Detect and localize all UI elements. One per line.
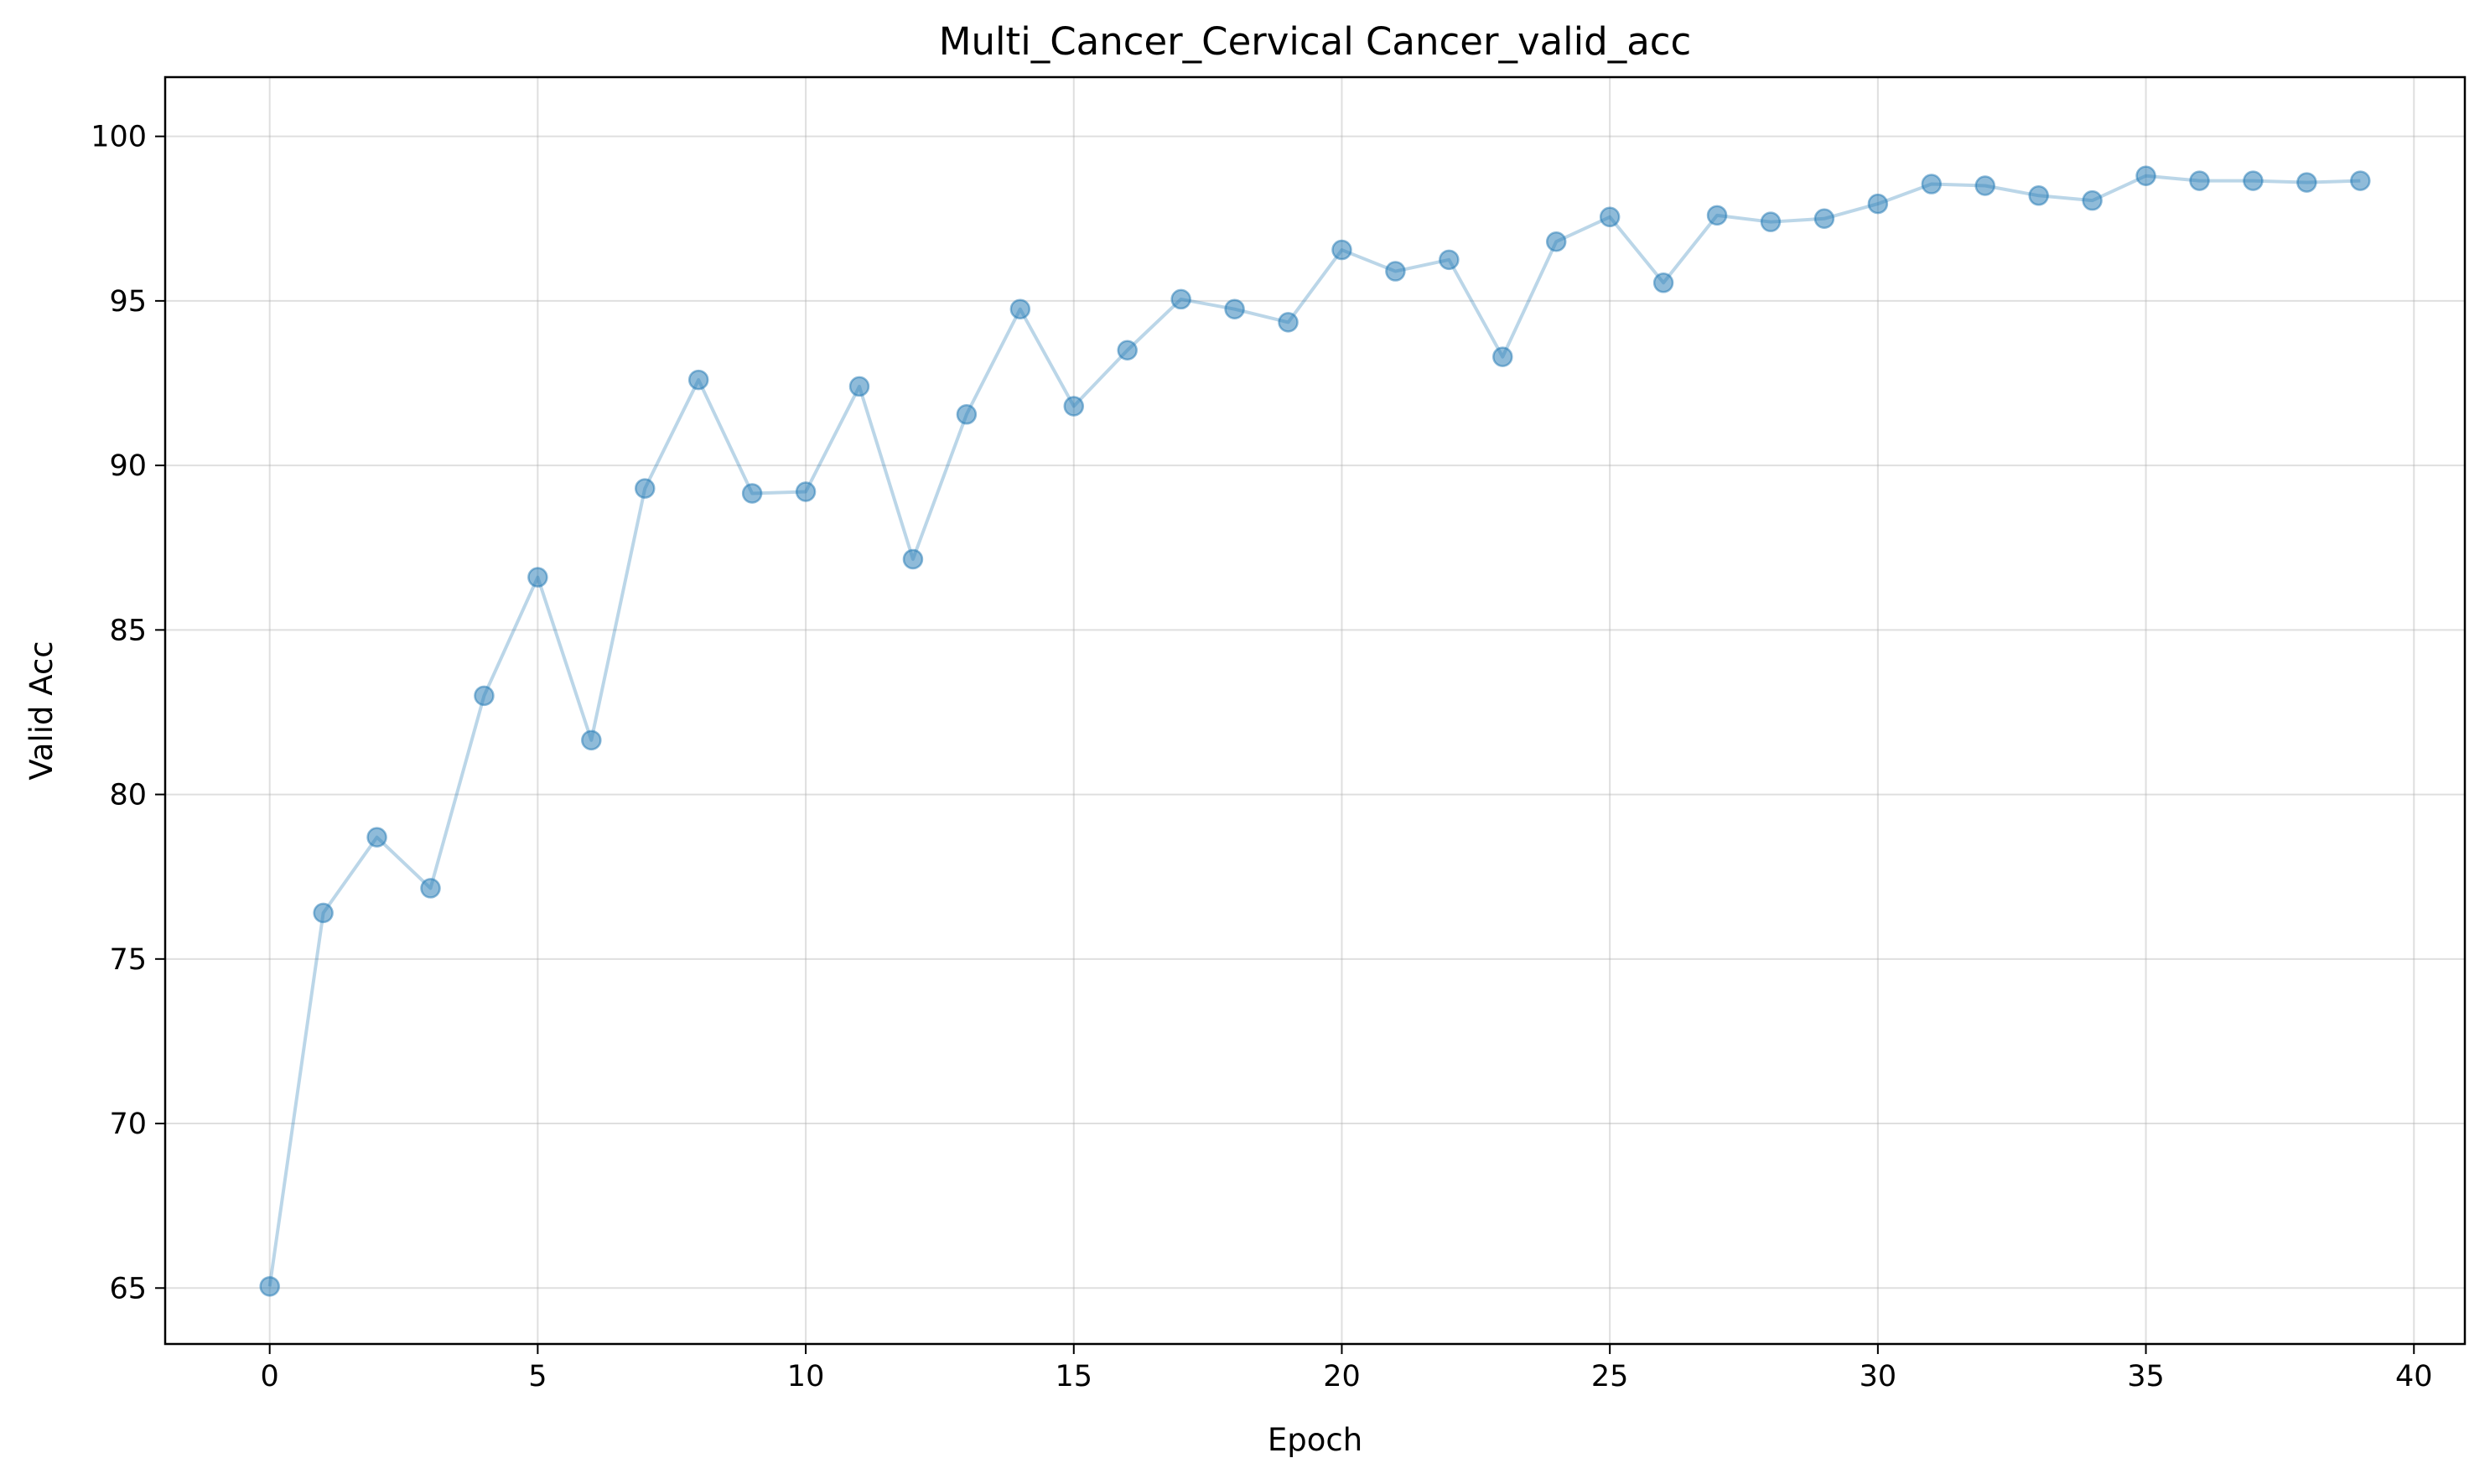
data-point bbox=[1331, 239, 1352, 261]
data-point bbox=[1439, 249, 1460, 271]
data-point bbox=[1974, 175, 1995, 196]
x-axis-label: Epoch bbox=[1268, 1422, 1362, 1458]
data-point bbox=[902, 548, 924, 570]
data-point bbox=[1170, 288, 1191, 310]
y-axis-label: Valid Acc bbox=[23, 641, 60, 780]
data-point bbox=[1224, 298, 1245, 319]
data-point bbox=[581, 729, 602, 751]
data-point bbox=[1921, 174, 1943, 195]
data-point bbox=[2082, 189, 2103, 211]
x-tick-label: 5 bbox=[528, 1360, 547, 1393]
data-point bbox=[2350, 170, 2371, 191]
data-point bbox=[1706, 205, 1728, 226]
data-point bbox=[2135, 165, 2156, 186]
x-tick-label: 35 bbox=[2127, 1360, 2165, 1393]
data-point bbox=[1063, 396, 1085, 417]
data-point bbox=[527, 567, 548, 588]
x-tick-label: 10 bbox=[787, 1360, 825, 1393]
y-tick-label: 80 bbox=[109, 779, 147, 812]
data-point bbox=[1652, 272, 1674, 293]
x-tick-label: 30 bbox=[1860, 1360, 1897, 1393]
x-tick-label: 25 bbox=[1591, 1360, 1629, 1393]
data-point bbox=[2189, 170, 2210, 191]
series-line bbox=[267, 174, 2361, 1287]
data-point bbox=[313, 902, 334, 924]
data-point bbox=[1117, 340, 1138, 361]
y-tick-label: 100 bbox=[91, 121, 147, 154]
y-tick-label: 90 bbox=[109, 449, 147, 483]
data-point bbox=[420, 878, 441, 899]
series-line-group bbox=[267, 174, 2361, 1287]
data-point bbox=[1545, 231, 1567, 252]
x-tick-label: 15 bbox=[1055, 1360, 1092, 1393]
y-tick-label: 95 bbox=[109, 285, 147, 319]
data-point bbox=[687, 369, 709, 391]
y-tick-label: 70 bbox=[109, 1108, 147, 1141]
data-point bbox=[1867, 193, 1889, 215]
data-point bbox=[2243, 170, 2264, 191]
data-point bbox=[741, 483, 763, 504]
data-point bbox=[2028, 185, 2049, 206]
data-point bbox=[795, 481, 817, 502]
data-point bbox=[366, 827, 387, 848]
data-point bbox=[635, 478, 656, 499]
y-tick-label: 85 bbox=[109, 614, 147, 647]
data-point bbox=[1278, 312, 1299, 333]
data-point bbox=[848, 376, 870, 397]
y-axis-ticks: 65 70 75 80 85 90 95 100 bbox=[91, 121, 165, 1305]
data-point bbox=[474, 685, 495, 707]
grid bbox=[165, 77, 2465, 1344]
data-point bbox=[1492, 346, 1513, 367]
plot-frame bbox=[163, 75, 2467, 1346]
data-point bbox=[956, 404, 978, 425]
y-tick-label: 65 bbox=[109, 1272, 147, 1305]
data-point bbox=[1599, 206, 1621, 228]
y-tick-label: 75 bbox=[109, 943, 147, 977]
x-tick-label: 0 bbox=[261, 1360, 279, 1393]
data-point bbox=[1009, 298, 1031, 319]
x-tick-label: 40 bbox=[2395, 1360, 2433, 1393]
data-point bbox=[2296, 172, 2317, 193]
data-point bbox=[1385, 261, 1406, 282]
x-tick-label: 20 bbox=[1323, 1360, 1361, 1393]
data-point bbox=[1813, 208, 1835, 230]
chart-title: Multi_Cancer_Cervical Cancer_valid_acc bbox=[939, 19, 1692, 64]
data-point bbox=[259, 1276, 280, 1297]
data-points bbox=[259, 165, 2371, 1297]
x-axis-ticks: 0 5 10 15 20 25 30 35 40 bbox=[261, 1344, 2433, 1393]
data-point bbox=[1760, 211, 1782, 232]
